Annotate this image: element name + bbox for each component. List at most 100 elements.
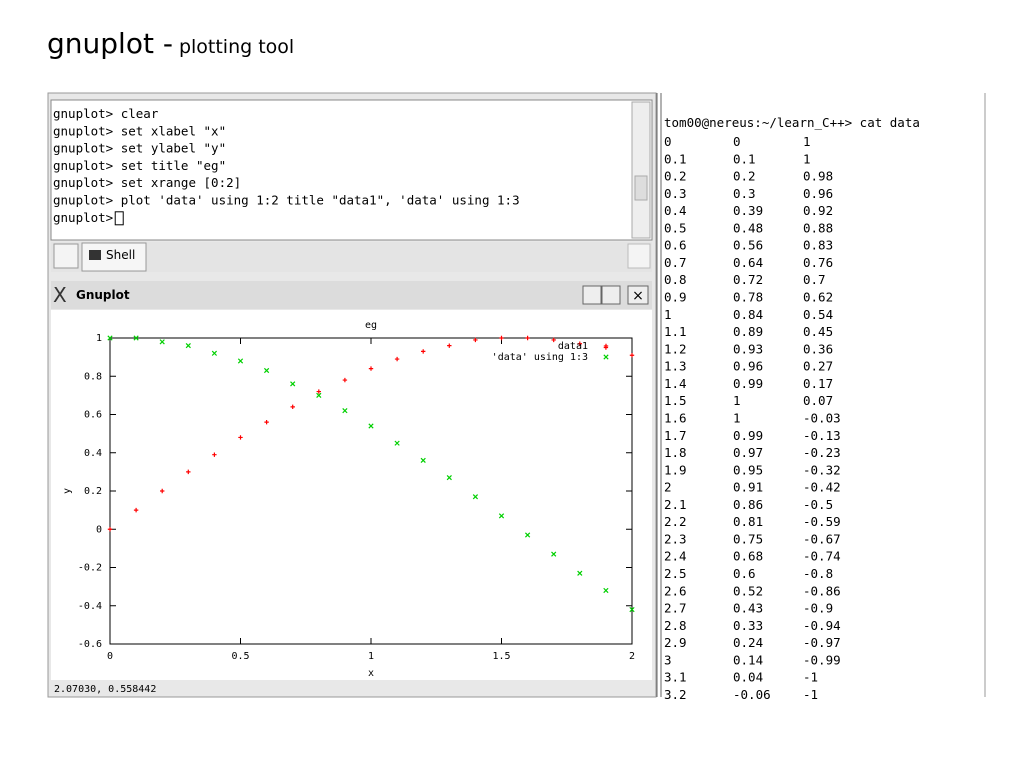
point [603, 587, 609, 594]
terminal [660, 93, 986, 697]
close-button[interactable] [627, 285, 649, 305]
terminal-cell: -0.9 [803, 601, 833, 616]
point [472, 494, 479, 500]
point [473, 337, 478, 343]
y-tick-label: 1 [96, 333, 102, 344]
maximize-button[interactable] [601, 285, 621, 305]
point [394, 440, 400, 446]
heading-main: gnuplot - [47, 27, 173, 60]
terminal-cell: 0.7 [803, 272, 826, 287]
point [629, 353, 635, 358]
terminal-cell: 0.84 [733, 307, 763, 322]
point [342, 408, 348, 414]
terminal-cell: -0.5 [803, 497, 833, 512]
terminal-cell: -0.13 [803, 428, 841, 443]
terminal-cell: 0.7 [664, 255, 687, 270]
point [368, 366, 374, 371]
x-tick-label: 0 [107, 651, 113, 662]
terminal-cell: -0.94 [803, 618, 841, 633]
terminal-cell: 1 [664, 307, 672, 322]
terminal-cell: 0.2 [664, 169, 687, 184]
terminal-cell: 3.2 [664, 687, 687, 702]
terminal-cell: 0.75 [733, 531, 763, 546]
scroll-thumb[interactable] [634, 175, 648, 201]
point [263, 367, 270, 374]
terminal-cell: 0.72 [733, 272, 763, 287]
point [133, 335, 139, 341]
terminal-cell: 2.4 [664, 549, 687, 564]
window-title: Gnuplot [76, 288, 130, 302]
terminal-cell: 0.24 [733, 635, 763, 650]
shell-line: gnuplot> clear [53, 106, 159, 121]
x-logo: X [53, 283, 67, 307]
terminal-cell: 1.2 [664, 341, 687, 356]
y-axis-label: y [62, 488, 73, 494]
terminal-cell: -0.32 [803, 462, 841, 477]
terminal-cell: 0.99 [733, 376, 763, 391]
terminal-cell: 0.36 [803, 341, 833, 356]
terminal-cell: 0.62 [803, 290, 833, 305]
terminal-cell: 2.9 [664, 635, 687, 650]
chart-title: eg [365, 320, 377, 331]
terminal-cell: -0.67 [803, 531, 841, 546]
terminal-cell: 0.91 [733, 480, 763, 495]
close-tab-button[interactable] [627, 243, 651, 269]
terminal-cell: 0.92 [803, 203, 833, 218]
terminal-cell: 2.7 [664, 601, 687, 616]
terminal-cell: -0.97 [803, 635, 841, 650]
point [446, 474, 452, 481]
new-tab-button[interactable] [53, 243, 79, 269]
terminal-cell: 0.1 [733, 151, 756, 166]
shell-tab-label: Shell [106, 248, 135, 262]
shell-line: gnuplot> set ylabel "y" [53, 141, 226, 156]
point [133, 507, 139, 513]
heading: gnuplot - plotting tool [47, 27, 294, 60]
shell-line: gnuplot> set xlabel "x" [53, 123, 226, 138]
terminal-cell: 0.27 [803, 359, 833, 374]
terminal-cell: 2.3 [664, 531, 687, 546]
terminal-cell: 0.04 [733, 670, 763, 685]
terminal-cell: 0.5 [664, 220, 687, 235]
terminal-cell: 0 [664, 134, 672, 149]
point [629, 606, 635, 613]
legend-marker [603, 354, 609, 360]
terminal-cell: 3 [664, 652, 672, 667]
minimize-button[interactable] [582, 285, 602, 305]
terminal-cell: -0.86 [803, 583, 841, 598]
terminal-cell: 2.1 [664, 497, 687, 512]
legend-label: 'data' using 1:3 [492, 352, 588, 363]
point [342, 377, 348, 383]
shell-line: gnuplot> plot 'data' using 1:2 title "da… [53, 193, 520, 208]
terminal-cell: 0.1 [664, 151, 687, 166]
terminal-cell: 1 [803, 134, 811, 149]
terminal-cell: 0.98 [803, 169, 833, 184]
shell-line: gnuplot> [53, 210, 113, 225]
terminal-cell: 0.14 [733, 652, 763, 667]
terminal-cell: 0.07 [803, 393, 833, 408]
terminal-cell: 0.6 [664, 238, 687, 253]
close-icon: × [632, 288, 644, 304]
terminal-cell: 0.45 [803, 324, 833, 339]
shell-line: gnuplot> set xrange [0:2] [53, 175, 241, 190]
terminal-cell: -0.59 [803, 514, 841, 529]
point [421, 349, 426, 354]
terminal-cell: 1 [733, 393, 741, 408]
scrollbar[interactable] [631, 101, 651, 239]
terminal-cell: 0.97 [733, 445, 763, 460]
tab-bar [51, 242, 652, 272]
terminal-cell: 0.43 [733, 601, 763, 616]
point [551, 337, 556, 343]
window-titlebar [51, 281, 652, 309]
heading-sub: plotting tool [179, 36, 294, 58]
terminal-cell: 0.78 [733, 290, 763, 305]
terminal-cell: 1.7 [664, 428, 687, 443]
terminal-cell: 1.5 [664, 393, 687, 408]
terminal-prompt: tom00@nereus:~/learn_C++> cat data [664, 115, 920, 130]
terminal-cell: 2 [664, 480, 672, 495]
terminal-cell: 0.2 [733, 169, 756, 184]
terminal-cell: 0.39 [733, 203, 763, 218]
terminal-cell: 2.6 [664, 583, 687, 598]
point [237, 358, 244, 364]
